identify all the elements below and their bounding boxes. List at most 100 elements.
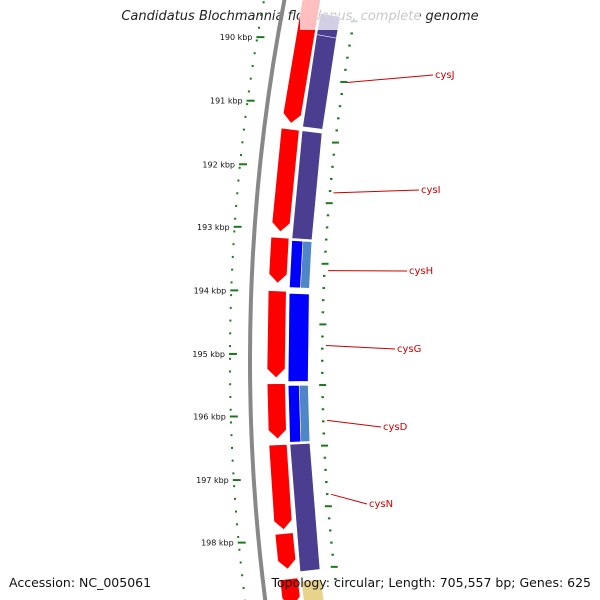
strand-minor-tick [346,56,349,59]
strand-minor-tick [321,299,325,302]
kbp-tick-label: 193 kbp [197,223,230,232]
strand-minor-tick [324,238,328,241]
strand-minor-tick [326,214,330,217]
backbone-arc [248,0,287,600]
kbp-minor-tick [238,166,241,169]
reverse-cds-4b [289,240,304,289]
kbp-minor-tick [229,319,232,322]
kbp-minor-tick [255,39,258,42]
forward-cds-5 [266,383,287,440]
kbp-minor-tick [230,281,233,284]
strand-minor-tick [321,396,324,399]
strand-minor-tick [325,226,329,229]
kbp-minor-tick [229,345,232,348]
strand-minor-tick [340,93,343,96]
kbp-minor-tick [231,459,234,462]
strand-minor-tick [325,493,329,496]
strand-minor-tick [321,371,324,374]
strand-minor-tick [322,432,325,435]
forward-cds-1 [282,0,321,124]
kbp-minor-tick [230,434,233,437]
genome-summary-text: Topology: circular; Length: 705,557 bp; … [271,575,592,590]
gene-leader-line [326,345,396,350]
kbp-minor-tick [238,548,241,551]
kbp-tick-label: 191 kbp [210,97,243,106]
strand-minor-tick [323,456,327,459]
kbp-minor-tick [231,268,234,271]
strand-minor-tick [321,359,324,362]
strand-minor-tick [348,44,351,47]
strand-minor-tick [321,311,325,314]
kbp-minor-tick [234,217,237,220]
strand-minor-tick [327,517,331,520]
kbp-minor-tick [242,586,245,589]
top-fade [300,0,420,30]
reverse-cds-8 [300,578,325,600]
strand-minor-tick [330,541,333,544]
accession-text: Accession: NC_005061 [9,575,152,590]
forward-cds-2 [271,127,300,233]
gene-label-cysi: cysI [421,185,441,196]
kbp-minor-tick [229,357,232,360]
forward-cds-3 [268,236,290,284]
kbp-minor-tick [229,395,232,398]
strand-minor-tick [328,190,332,193]
strand-minor-tick [321,347,324,350]
reverse-cds-5 [287,293,310,382]
strand-minor-tick [322,287,325,290]
kbp-minor-tick [257,26,260,29]
kbp-tick-label: 190 kbp [220,33,253,42]
kbp-minor-tick [244,115,247,118]
kbp-tick-label: 198 kbp [201,539,234,548]
strand-minor-tick [321,335,324,338]
kbp-minor-tick [230,421,233,424]
strand-minor-tick [328,529,332,532]
kbp-minor-tick [232,243,235,246]
kbp-tick-label: 197 kbp [196,476,229,485]
kbp-tick-label: 196 kbp [193,413,226,422]
gene-label-cysh: cysH [409,266,433,277]
strand-minor-tick [325,480,328,483]
kbp-minor-tick [237,179,240,182]
strand-minor-tick [334,577,337,580]
strand-major-tick [325,202,333,205]
strand-minor-tick [331,553,334,556]
strand-major-tick [340,80,348,83]
kbp-tick-label: 195 kbp [192,350,225,359]
kbp-minor-tick [230,294,233,297]
forward-cds-6 [268,444,293,531]
strand-major-tick [321,262,329,265]
reverse-cds-7 [289,443,321,573]
strand-minor-tick [324,468,327,471]
kbp-minor-tick [229,370,232,373]
gene-label-cysj: cysJ [435,70,455,81]
kbp-minor-tick [251,64,254,67]
gene-leader-line [330,493,368,505]
feature-layer [248,0,420,600]
gene-leader-line [346,74,434,83]
strand-minor-tick [322,274,326,277]
kbp-minor-tick [231,446,234,449]
strand-minor-tick [331,165,334,168]
kbp-minor-tick [246,103,249,106]
kbp-minor-tick [232,472,235,475]
kbp-minor-tick [262,1,265,4]
strand-minor-tick [338,105,342,108]
strand-minor-tick [321,408,325,411]
strand-major-tick [319,323,327,326]
gene-label-layer: cysJ cysI cysH cysG cysD cysN [326,70,455,510]
strand-major-tick [331,141,339,144]
kbp-minor-tick [231,255,234,258]
kbp-minor-tick [235,204,238,207]
gene-label-cysg: cysG [397,344,421,355]
kbp-minor-tick [242,128,245,131]
forward-cds-7 [274,532,296,570]
kbp-tick-label: 192 kbp [202,160,235,169]
strand-major-tick [321,444,329,447]
strand-minor-tick [335,129,338,132]
strand-major-tick [330,565,338,568]
kbp-minor-tick [239,561,242,564]
kbp-minor-tick [233,485,236,488]
strand-minor-tick [322,420,325,423]
strand-minor-tick [337,117,340,120]
